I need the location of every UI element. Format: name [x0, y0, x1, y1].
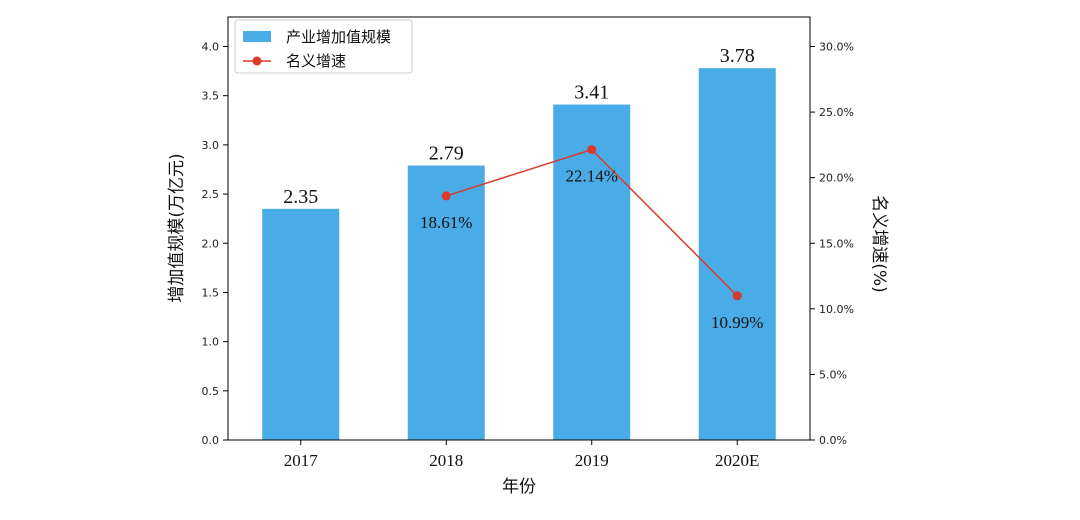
legend-line-label: 名义增速 [286, 52, 346, 70]
left-axis-ticks: 0.0 0.5 1.0 1.5 2.0 2.5 3.0 3.5 4.0 [202, 41, 228, 447]
y-tick-label: 3.5 [202, 90, 220, 103]
y-tick-label: 4.0 [202, 41, 220, 54]
bar-series: 2.35 2.79 3.41 3.78 [262, 45, 776, 441]
x-tick-label: 2020E [715, 451, 759, 470]
y2-tick-label: 30.0% [819, 41, 854, 54]
growth-point [732, 291, 742, 301]
y-tick-label: 2.5 [202, 188, 220, 201]
x-axis-title: 年份 [502, 477, 536, 497]
bar-value-label: 3.78 [720, 45, 755, 67]
y-tick-label: 3.0 [202, 139, 220, 152]
legend-line-marker [252, 56, 262, 66]
y2-tick-label: 20.0% [819, 172, 854, 185]
bar-value-label: 2.79 [429, 143, 464, 165]
right-axis-ticks: 0.0% 5.0% 10.0% 15.0% 20.0% 25.0% 30.0% [810, 41, 854, 447]
y-tick-label: 0.0 [202, 434, 220, 447]
y2-tick-label: 15.0% [819, 237, 854, 250]
legend: 产业增加值规模 名义增速 [234, 19, 413, 74]
growth-value-label: 18.61% [420, 213, 472, 232]
bar-value-label: 2.35 [283, 186, 318, 208]
y-tick-label: 2.0 [202, 237, 220, 250]
legend-box [234, 19, 413, 74]
bar [407, 165, 485, 440]
growth-point [587, 145, 597, 155]
x-tick-label: 2019 [575, 451, 609, 470]
x-tick-label: 2017 [284, 451, 319, 470]
bar [262, 208, 340, 440]
y2-axis-title: 名义增速(%) [869, 195, 889, 292]
y-tick-label: 0.5 [202, 385, 220, 398]
x-tick-label: 2018 [429, 451, 463, 470]
y2-tick-label: 5.0% [819, 368, 847, 381]
growth-value-label: 22.14% [566, 167, 618, 186]
bar [698, 68, 776, 440]
bar [553, 104, 631, 441]
y-axis-title: 增加值规模(万亿元) [167, 153, 187, 302]
line-series: 18.61% 22.14% 10.99% [420, 145, 763, 332]
growth-point [441, 191, 451, 201]
y-tick-label: 1.0 [202, 336, 220, 349]
y2-tick-label: 0.0% [819, 434, 847, 447]
bar-value-label: 3.41 [574, 82, 609, 104]
plot-frame [227, 16, 811, 441]
y2-tick-label: 10.0% [819, 303, 854, 316]
legend-bar-label: 产业增加值规模 [286, 28, 391, 46]
y2-tick-label: 25.0% [819, 106, 854, 119]
growth-value-label: 10.99% [711, 313, 763, 332]
legend-bar-swatch [243, 31, 271, 42]
y-tick-label: 1.5 [202, 286, 220, 299]
x-axis-ticks: 2017 2018 2019 2020E [284, 440, 759, 470]
